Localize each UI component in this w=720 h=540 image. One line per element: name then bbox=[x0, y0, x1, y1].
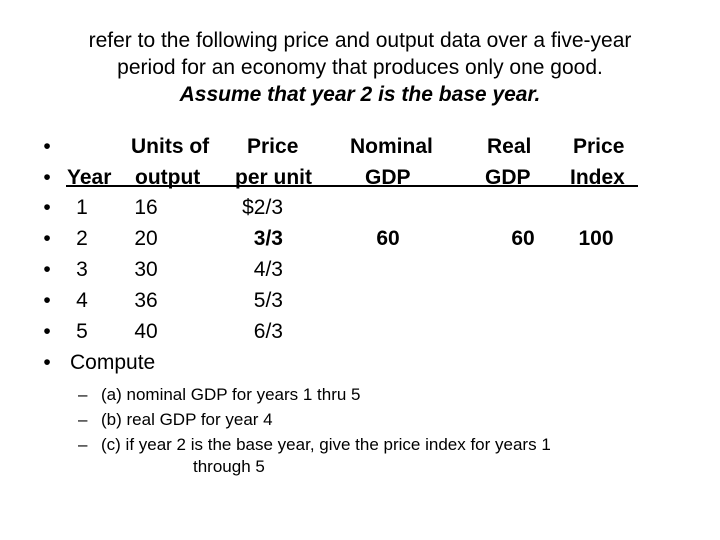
table-row-year-5: • 5 40 6/3 bbox=[0, 320, 720, 344]
question-b: – (b) real GDP for year 4 bbox=[0, 410, 720, 430]
dash-icon: – bbox=[78, 410, 88, 429]
cell-year: 5 bbox=[76, 320, 88, 343]
dash-icon: – bbox=[78, 385, 88, 404]
cell-output: 30 bbox=[134, 258, 158, 281]
header-per-unit: per unit bbox=[235, 166, 312, 189]
cell-year: 1 bbox=[76, 196, 88, 219]
header-price: Price bbox=[247, 135, 299, 158]
header-output: output bbox=[135, 166, 201, 189]
cell-price-per-unit: $2/3 bbox=[242, 196, 283, 219]
bullet-icon: • bbox=[43, 258, 51, 281]
bullet-icon: • bbox=[43, 135, 51, 158]
header-underline bbox=[66, 185, 638, 187]
table-row-year-2: • 2 20 3/3 60 60 100 bbox=[0, 227, 720, 251]
bullet-icon: • bbox=[43, 351, 51, 374]
cell-year: 3 bbox=[76, 258, 88, 281]
cell-output: 40 bbox=[134, 320, 158, 343]
title-line-1: refer to the following price and output … bbox=[88, 29, 632, 52]
cell-year: 4 bbox=[76, 289, 88, 312]
cell-nominal-gdp: 60 bbox=[376, 227, 400, 250]
table-header-row-1: • Units of Price Nominal Real Price bbox=[0, 135, 720, 159]
cell-real-gdp: 60 bbox=[511, 227, 535, 250]
table-header-row-2: • Year output per unit GDP GDP Index bbox=[0, 166, 720, 190]
cell-price-per-unit: 6/3 bbox=[253, 320, 283, 343]
question-a-text: (a) nominal GDP for years 1 thru 5 bbox=[101, 385, 361, 404]
compute-label: Compute bbox=[70, 351, 156, 374]
title-line-2: period for an economy that produces only… bbox=[117, 56, 603, 79]
dash-icon: – bbox=[78, 435, 88, 454]
cell-year: 2 bbox=[76, 227, 88, 250]
bullet-icon: • bbox=[43, 196, 51, 219]
header-real-gdp: GDP bbox=[485, 166, 531, 189]
header-year: Year bbox=[67, 166, 112, 189]
header-price-index: Price bbox=[573, 135, 625, 158]
cell-output: 36 bbox=[134, 289, 158, 312]
cell-price-per-unit: 5/3 bbox=[253, 289, 283, 312]
cell-output: 16 bbox=[134, 196, 158, 219]
cell-price-per-unit: 3/3 bbox=[253, 227, 283, 250]
cell-price-per-unit: 4/3 bbox=[253, 258, 283, 281]
header-nominal: Nominal bbox=[350, 135, 433, 158]
bullet-icon: • bbox=[43, 289, 51, 312]
header-index: Index bbox=[570, 166, 625, 189]
cell-price-index: 100 bbox=[578, 227, 614, 250]
question-b-text: (b) real GDP for year 4 bbox=[101, 410, 273, 429]
header-units-of: Units of bbox=[131, 135, 210, 158]
title-line-3-emphasis: Assume that year 2 is the base year. bbox=[179, 83, 541, 106]
slide-title: refer to the following price and output … bbox=[0, 27, 720, 108]
table-row-year-3: • 3 30 4/3 bbox=[0, 258, 720, 282]
question-a: – (a) nominal GDP for years 1 thru 5 bbox=[0, 385, 720, 405]
header-nominal-gdp: GDP bbox=[365, 166, 411, 189]
bullet-icon: • bbox=[43, 166, 51, 189]
cell-output: 20 bbox=[134, 227, 158, 250]
compute-row: • Compute bbox=[0, 351, 720, 375]
table-row-year-1: • 1 16 $2/3 bbox=[0, 196, 720, 220]
question-c-continuation-text: through 5 bbox=[193, 457, 265, 476]
bullet-icon: • bbox=[43, 227, 51, 250]
header-real: Real bbox=[487, 135, 532, 158]
table-row-year-4: • 4 36 5/3 bbox=[0, 289, 720, 313]
question-c: – (c) if year 2 is the base year, give t… bbox=[0, 435, 720, 455]
question-c-text: (c) if year 2 is the base year, give the… bbox=[101, 435, 551, 454]
bullet-icon: • bbox=[43, 320, 51, 343]
question-c-continuation: through 5 bbox=[0, 457, 720, 477]
